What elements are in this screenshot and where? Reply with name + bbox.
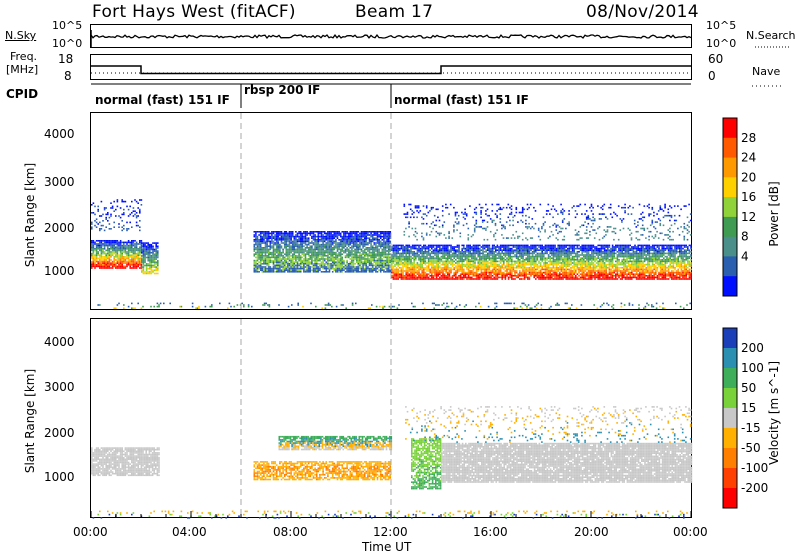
velocity-colorbar-swatch-0 — [723, 328, 737, 349]
velocity-colorbar-tick-5: -50 — [741, 441, 761, 455]
freq-right-tick-high: 60 — [708, 52, 724, 66]
power-ytick-3000: 3000 — [44, 175, 75, 189]
power-echo-band-2 — [141, 242, 159, 275]
velocity-colorbar-swatch-3 — [723, 388, 737, 409]
velocity-ytick-4000: 4000 — [44, 335, 75, 349]
velocity-colorbar-tick-3: 15 — [741, 401, 756, 415]
power-colorbar-swatch-0 — [723, 118, 737, 139]
velocity-colorbar-frame — [722, 327, 738, 509]
velocity-colorbar-swatch-1 — [723, 348, 737, 369]
freq-label-2: [MHz] — [6, 63, 39, 76]
noise-left-tick-low: 10^0 — [52, 37, 83, 50]
power-colorbar-tick-5: 8 — [741, 230, 749, 244]
power-ytick-1000: 1000 — [44, 264, 75, 278]
beam-title: Beam 17 — [355, 2, 434, 22]
power-near-range — [97, 302, 691, 309]
noise-right-tick-low: 10^0 — [706, 37, 737, 50]
cpid-label: CPID — [6, 87, 39, 101]
velocity-colorbar-tick-7: -200 — [741, 481, 768, 495]
xtick-3: 12:00 — [373, 525, 408, 539]
freq-label-1: Freq. — [10, 50, 38, 63]
freq-trace — [91, 65, 691, 75]
velocity-sparse-upper — [405, 406, 692, 443]
power-colorbar-swatch-3 — [723, 177, 737, 198]
power-echo-band-4 — [391, 244, 692, 280]
power-colorbar-tick-3: 16 — [741, 190, 756, 204]
power-echo-band-3 — [253, 231, 392, 273]
xtick-0: 00:00 — [73, 525, 108, 539]
xtick-6: 00:00 — [673, 525, 708, 539]
noise-right-label: N.Search — [746, 29, 796, 42]
velocity-mixed-band — [278, 435, 393, 451]
power-colorbar-tick-1: 24 — [741, 151, 756, 165]
freq-left-tick-low: 8 — [64, 69, 72, 83]
power-sparse-early — [91, 199, 143, 232]
velocity-colorbar-tick-6: -100 — [741, 461, 768, 475]
cpid-mode-2: rbsp 200 IF — [244, 83, 321, 97]
velocity-ytick-1000: 1000 — [44, 470, 75, 484]
velocity-grey-late — [441, 442, 693, 483]
power-colorbar-swatch-5 — [723, 216, 737, 238]
power-colorbar-swatch-7 — [723, 256, 737, 277]
power-ytick-2000: 2000 — [44, 221, 75, 235]
xtick-1: 04:00 — [172, 525, 207, 539]
power-echo-band-1 — [91, 240, 143, 269]
nave-label: Nave — [752, 65, 781, 78]
power-panel — [90, 112, 692, 310]
power-colorbar-tick-0: 28 — [741, 131, 756, 145]
xtick-2: 08:00 — [273, 525, 308, 539]
power-colorbar-swatch-6 — [723, 236, 737, 257]
velocity-colorbar-swatch-5 — [723, 428, 737, 449]
power-colorbar-swatch-1 — [723, 137, 737, 159]
velocity-colorbar-swatch-8 — [723, 488, 737, 509]
power-colorbar-tick-4: 12 — [741, 210, 756, 224]
freq-panel — [90, 54, 692, 80]
noise-sky-trace — [90, 32, 692, 40]
velocity-colorbar-tick-0: 200 — [741, 341, 764, 355]
power-colorbar-tick-6: 4 — [741, 249, 749, 263]
velocity-colorbar-tick-4: -15 — [741, 421, 761, 435]
velocity-colorbar-tick-1: 100 — [741, 361, 764, 375]
velocity-near-range — [92, 510, 688, 519]
velocity-green-streak — [411, 438, 442, 490]
xtick-4: 16:00 — [473, 525, 508, 539]
cpid-mode-1: normal (fast) 151 IF — [95, 93, 230, 107]
velocity-colorbar-swatch-6 — [723, 448, 737, 469]
xaxis-label: Time UT — [362, 540, 412, 554]
velocity-orange-band — [253, 461, 392, 481]
power-sparse-upper — [403, 203, 692, 241]
freq-right-tick-low: 0 — [708, 69, 716, 83]
power-colorbar-swatch-4 — [723, 197, 737, 218]
freq-left-tick-high: 18 — [58, 52, 74, 66]
power-ytick-4000: 4000 — [44, 127, 75, 141]
velocity-colorbar-swatch-4 — [723, 408, 737, 429]
velocity-ytick-3000: 3000 — [44, 380, 75, 394]
noise-left-label: N.Sky — [5, 29, 37, 42]
velocity-grey-early — [91, 447, 160, 477]
power-colorbar-frame — [722, 117, 738, 297]
noise-left-tick-high: 10^5 — [52, 19, 83, 32]
power-colorbar-tick-2: 20 — [741, 170, 756, 184]
velocity-colorbar-tick-2: 50 — [741, 381, 756, 395]
power-colorbar-swatch-8 — [723, 276, 737, 297]
velocity-colorbar-swatch-2 — [723, 368, 737, 389]
station-title: Fort Hays West (fitACF) — [92, 2, 296, 22]
velocity-ytick-2000: 2000 — [44, 426, 75, 440]
date-title: 08/Nov/2014 — [586, 2, 699, 22]
velocity-colorbar-swatch-7 — [723, 468, 737, 489]
power-colorbar-swatch-2 — [723, 157, 737, 178]
cpid-mode-3: normal (fast) 151 IF — [394, 93, 529, 107]
xtick-5: 20:00 — [574, 525, 609, 539]
noise-right-tick-high: 10^5 — [706, 19, 737, 32]
